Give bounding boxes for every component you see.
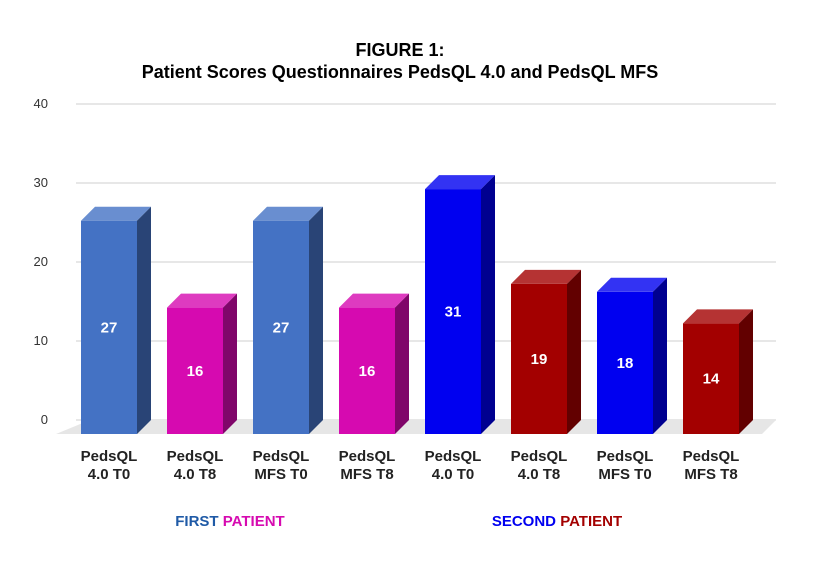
x-tick-label-line: MFS T8: [340, 466, 393, 483]
data-label: 16: [359, 363, 376, 380]
x-tick-label-line: PedsQL: [253, 448, 310, 465]
x-tick-label-line: 4.0 T0: [88, 466, 131, 483]
data-label: 14: [703, 371, 720, 388]
x-tick-label-line: MFS T0: [254, 466, 307, 483]
y-tick-label: 30: [34, 175, 48, 190]
data-label: 31: [445, 304, 462, 321]
group-label-part: PATIENT: [556, 513, 622, 530]
bar-side: [653, 277, 667, 434]
x-tick-label-line: PedsQL: [683, 448, 740, 465]
bar-top: [253, 206, 323, 221]
group-label-part: FIRST: [175, 513, 218, 530]
x-tick-label-line: MFS T8: [684, 466, 737, 483]
data-label: 27: [101, 319, 118, 336]
bar: 18: [597, 277, 667, 434]
x-tick-label-line: PedsQL: [167, 448, 224, 465]
bar-front: [253, 220, 309, 434]
group-label: FIRST PATIENT: [175, 513, 284, 530]
x-tick-label-line: 4.0 T0: [432, 466, 475, 483]
x-tick-label: PedsQL 4.0 T8: [167, 448, 224, 483]
group-label-part: SECOND: [492, 513, 556, 530]
group-labels: FIRST PATIENT SECOND PATIENT: [175, 513, 622, 530]
bars: 27 16 27 16 31 19 18 14: [81, 175, 753, 434]
y-axis-ticks: 0 10 20 30 40: [34, 96, 48, 427]
bar-top: [425, 175, 495, 190]
bar-top: [339, 293, 409, 308]
bar-side: [137, 206, 151, 434]
x-tick-label: PedsQL 4.0 T0: [81, 448, 138, 483]
chart-title-line-2: Patient Scores Questionnaires PedsQL 4.0…: [142, 62, 659, 82]
bar-side: [223, 293, 237, 434]
y-tick-label: 0: [41, 412, 48, 427]
bar-front: [81, 220, 137, 434]
chart-title-line-1: FIGURE 1:: [355, 40, 444, 60]
bar-front: [511, 283, 567, 434]
x-tick-label: PedsQL MFS T0: [597, 448, 654, 483]
x-tick-label: PedsQL 4.0 T8: [511, 448, 568, 483]
bar-front: [339, 307, 395, 434]
x-tick-label-line: PedsQL: [597, 448, 654, 465]
x-tick-label: PedsQL 4.0 T0: [425, 448, 482, 483]
bar-side: [309, 206, 323, 434]
data-label: 19: [531, 351, 548, 368]
data-label: 16: [187, 363, 204, 380]
bar-side: [395, 293, 409, 434]
bar-top: [511, 269, 581, 284]
bar-top: [597, 277, 667, 292]
bar-top: [683, 309, 753, 324]
x-tick-label-line: PedsQL: [425, 448, 482, 465]
x-tick-label: PedsQL MFS T8: [339, 448, 396, 483]
chart-floor: [56, 420, 776, 434]
group-label-part: PATIENT: [219, 513, 285, 530]
bar-side: [567, 269, 581, 434]
x-tick-label: PedsQL MFS T0: [253, 448, 310, 483]
y-tick-label: 20: [34, 254, 48, 269]
bar: 19: [511, 269, 581, 434]
bar-top: [81, 206, 151, 221]
bar-side: [739, 309, 753, 434]
bar-front: [683, 323, 739, 434]
bar: 14: [683, 309, 753, 434]
bar: 27: [253, 206, 323, 434]
x-tick-label-line: 4.0 T8: [174, 466, 217, 483]
y-tick-label: 40: [34, 96, 48, 111]
data-label: 18: [617, 355, 634, 372]
group-label: SECOND PATIENT: [492, 513, 622, 530]
x-tick-label-line: 4.0 T8: [518, 466, 561, 483]
bar-front: [425, 189, 481, 434]
x-tick-label-line: PedsQL: [81, 448, 138, 465]
x-tick-label-line: PedsQL: [339, 448, 396, 465]
bar: 27: [81, 206, 151, 434]
x-tick-label-line: PedsQL: [511, 448, 568, 465]
y-tick-label: 10: [34, 333, 48, 348]
bar: 16: [339, 293, 409, 434]
bar-front: [597, 291, 653, 434]
data-label: 27: [273, 319, 290, 336]
x-tick-label: PedsQL MFS T8: [683, 448, 740, 483]
bar-front: [167, 307, 223, 434]
bar-top: [167, 293, 237, 308]
bar: 16: [167, 293, 237, 434]
bar-side: [481, 175, 495, 434]
chart-floor-plane: [56, 420, 776, 434]
bar: 31: [425, 175, 495, 434]
x-tick-label-line: MFS T0: [598, 466, 651, 483]
